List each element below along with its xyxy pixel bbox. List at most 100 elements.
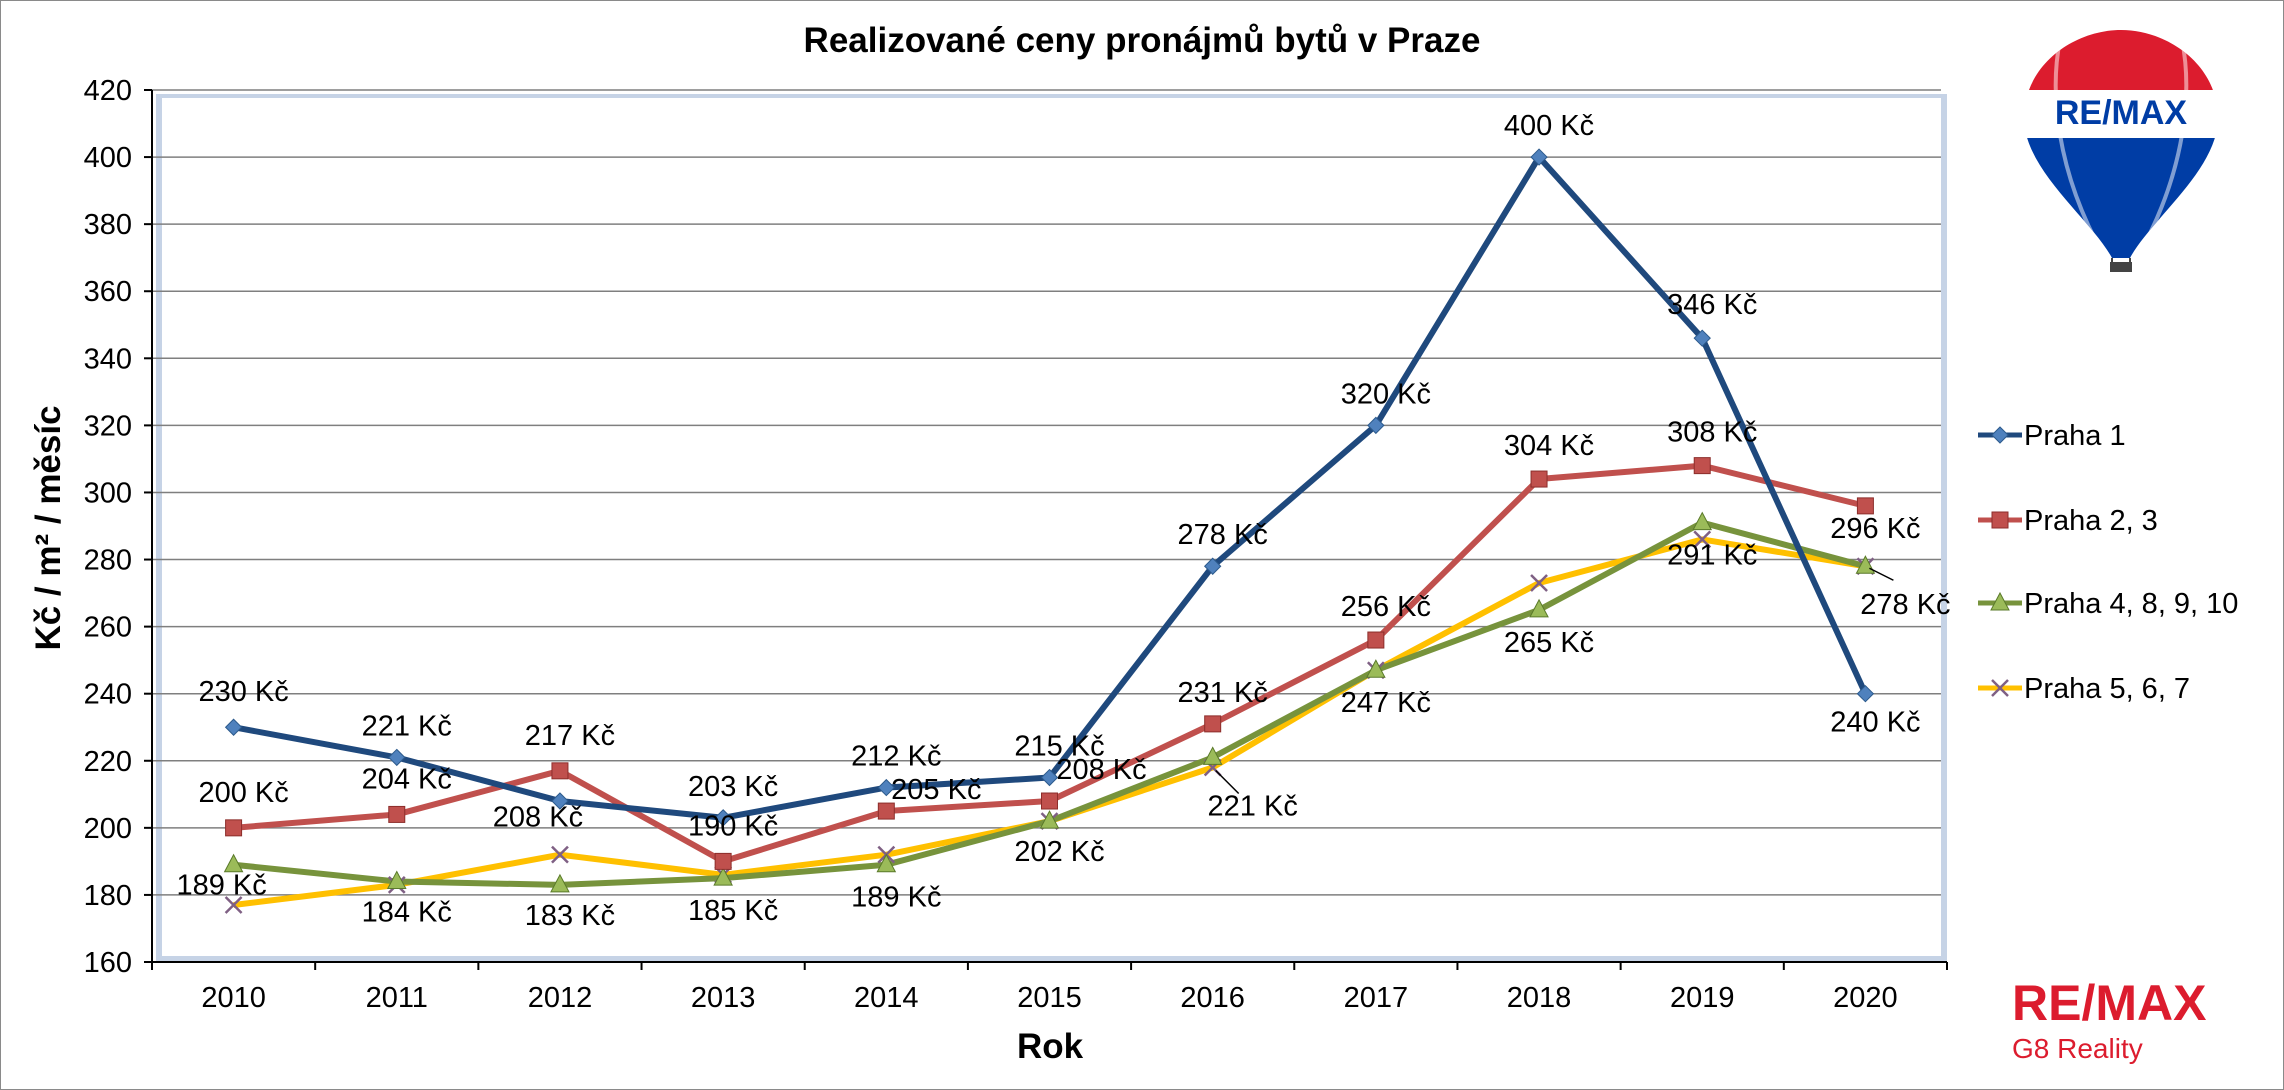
gridlines — [152, 89, 1941, 896]
data-label: 320 Kč — [1341, 378, 1431, 410]
legend-item: Praha 2, 3 — [1978, 505, 2158, 537]
data-label: 190 Kč — [688, 810, 778, 842]
data-point — [224, 718, 243, 736]
x-tick-label: 2013 — [691, 982, 756, 1014]
legend-label: Praha 4, 8, 9, 10 — [2024, 588, 2238, 620]
x-tick-label: 2020 — [1833, 982, 1898, 1014]
data-label: 200 Kč — [198, 777, 288, 809]
data-label: 189 Kč — [851, 882, 941, 914]
marker-stroke — [1991, 679, 2009, 697]
data-label: 205 Kč — [891, 774, 981, 806]
data-label: 278 Kč — [1178, 519, 1268, 551]
data-label: 240 Kč — [1830, 707, 1920, 739]
x-tick-label: 2018 — [1507, 982, 1572, 1014]
data-point — [877, 778, 896, 797]
data-point — [1040, 768, 1059, 787]
data-label: 217 Kč — [525, 720, 615, 752]
data-label: 296 Kč — [1830, 513, 1920, 545]
data-label: 400 Kč — [1504, 110, 1594, 142]
data-label: 221 Kč — [1208, 790, 1298, 822]
x-tick-label: 2011 — [366, 982, 428, 1014]
data-label: 215 Kč — [1014, 731, 1104, 763]
data-label: 346 Kč — [1667, 289, 1757, 321]
data-label: 202 Kč — [1014, 836, 1104, 868]
y-tick-label: 400 — [84, 142, 132, 174]
y-tick-label: 180 — [84, 880, 132, 912]
brand-subtitle: G8 Reality — [2012, 1033, 2143, 1064]
data-point — [714, 852, 732, 870]
brand-logo-text: RE/MAX — [2012, 975, 2206, 1031]
data-point — [714, 809, 732, 827]
data-label: 183 Kč — [525, 900, 615, 932]
data-point — [1204, 715, 1222, 733]
data-point — [224, 896, 243, 914]
y-tick-label: 260 — [84, 612, 132, 644]
data-point — [1203, 557, 1222, 575]
plot-area — [162, 98, 1941, 956]
data-point — [1693, 329, 1711, 347]
balloon-blue-band — [2024, 138, 2218, 258]
data-point — [1530, 148, 1548, 166]
data-label: 265 Kč — [1504, 627, 1594, 659]
y-tick-label: 360 — [84, 276, 132, 308]
data-point — [388, 805, 406, 823]
legend-item: Praha 1 — [1978, 420, 2126, 452]
chart-title: Realizované ceny pronájmů bytů v Praze — [804, 21, 1481, 60]
remax-balloon-logo: RE/MAX — [2024, 30, 2218, 272]
legend: Praha 1 Praha 2, 3 Praha 4, 8, 9, 10 Praha … — [1978, 420, 2238, 705]
x-axis-ticks: 2010 2011 2012 2013 2014 2015 2016 2017 2018 2019… — [151, 962, 1948, 1014]
data-point — [1856, 684, 1875, 703]
data-label: 230 Kč — [198, 676, 288, 708]
data-label: 308 Kč — [1667, 417, 1757, 449]
legend-swatch-marker — [1991, 511, 2009, 529]
data-point — [1367, 416, 1385, 435]
y-tick-label: 380 — [84, 209, 132, 241]
data-point — [551, 792, 569, 810]
data-point — [1366, 659, 1386, 678]
legend-label: Praha 1 — [2024, 420, 2126, 452]
data-point — [388, 748, 406, 767]
data-label: 203 Kč — [688, 771, 778, 803]
data-label: 184 Kč — [362, 897, 452, 929]
balloon-brand-text: RE/MAX — [2055, 94, 2188, 132]
y-tick-label: 280 — [84, 545, 132, 577]
y-tick-label: 160 — [84, 947, 132, 979]
series-group — [223, 148, 1876, 914]
marker-stroke — [1530, 574, 1548, 592]
y-tick-label: 320 — [84, 410, 132, 442]
data-point — [551, 762, 569, 780]
data-point — [877, 802, 895, 820]
x-tick-label: 2015 — [1017, 982, 1082, 1014]
legend-item: Praha 4, 8, 9, 10 — [1978, 588, 2238, 620]
x-axis-title: Rok — [1017, 1027, 1084, 1066]
y-tick-label: 200 — [84, 813, 132, 845]
data-label: 247 Kč — [1341, 687, 1431, 719]
data-label: 231 Kč — [1178, 677, 1268, 709]
data-point — [713, 867, 733, 886]
data-point — [550, 873, 570, 893]
legend-label: Praha 2, 3 — [2024, 505, 2158, 537]
legend-swatch-marker — [1991, 426, 2009, 444]
x-tick-label: 2016 — [1180, 982, 1245, 1014]
data-point — [1693, 530, 1712, 549]
data-labels: 230 Kč 221 Kč 203 Kč 212 Kč 215 Kč 278 Kč 320 … — [176, 110, 1950, 932]
leader-line — [1869, 567, 1894, 581]
data-point — [225, 819, 243, 837]
balloon-red-band — [2024, 30, 2218, 90]
y-tick-label: 420 — [84, 75, 132, 107]
legend-label: Praha 5, 6, 7 — [2024, 673, 2190, 705]
y-axis-title: Kč / m² / měsíc — [29, 405, 68, 650]
data-label: 291 Kč — [1667, 540, 1757, 572]
x-tick-label: 2017 — [1344, 982, 1409, 1014]
data-point — [551, 845, 569, 864]
x-tick-label: 2014 — [854, 982, 919, 1014]
data-point — [1856, 497, 1874, 515]
y-tick-label: 240 — [84, 679, 132, 711]
data-point — [386, 870, 407, 890]
marker-stroke — [224, 896, 243, 914]
leader-line — [1215, 769, 1240, 795]
data-label: 256 Kč — [1341, 591, 1431, 623]
y-tick-label: 220 — [84, 746, 132, 778]
data-point — [1367, 631, 1385, 649]
